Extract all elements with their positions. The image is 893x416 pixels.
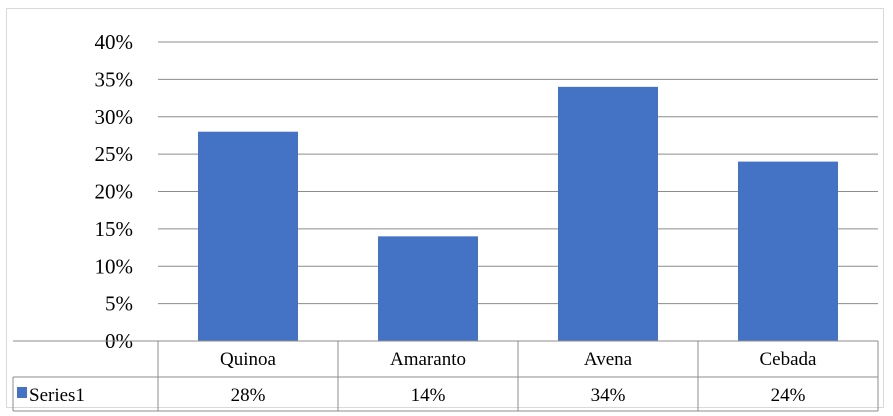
legend-label: Series1 bbox=[29, 385, 85, 406]
data-table-cell: 34% bbox=[591, 385, 626, 406]
category-label: Avena bbox=[584, 349, 633, 370]
data-table: Quinoa 28% Amaranto 14% Avena 34% Cebada 24% Ser… bbox=[12, 340, 879, 412]
y-tick-label: 5% bbox=[105, 292, 133, 316]
bar bbox=[198, 131, 298, 341]
y-tick-label: 20% bbox=[95, 180, 134, 204]
y-tick-label: 40% bbox=[95, 30, 134, 54]
category-label: Amaranto bbox=[390, 349, 466, 370]
category-label: Cebada bbox=[760, 349, 818, 370]
category-label: Quinoa bbox=[220, 349, 277, 370]
y-tick-label: 30% bbox=[95, 105, 134, 129]
y-tick-label: 25% bbox=[95, 142, 134, 166]
bar bbox=[558, 86, 658, 341]
legend-key bbox=[17, 387, 27, 398]
data-table-cell: 28% bbox=[231, 385, 266, 406]
y-tick-label: 10% bbox=[95, 254, 134, 278]
bar bbox=[738, 161, 838, 341]
bar bbox=[378, 236, 478, 341]
y-axis-tick-labels: 0%5%10%15%20%25%30%35%40% bbox=[95, 30, 134, 353]
data-table-cell: 24% bbox=[771, 385, 806, 406]
data-table-cell: 14% bbox=[411, 385, 446, 406]
y-tick-label: 35% bbox=[95, 67, 134, 91]
bars bbox=[198, 86, 838, 341]
y-tick-label: 15% bbox=[95, 217, 134, 241]
